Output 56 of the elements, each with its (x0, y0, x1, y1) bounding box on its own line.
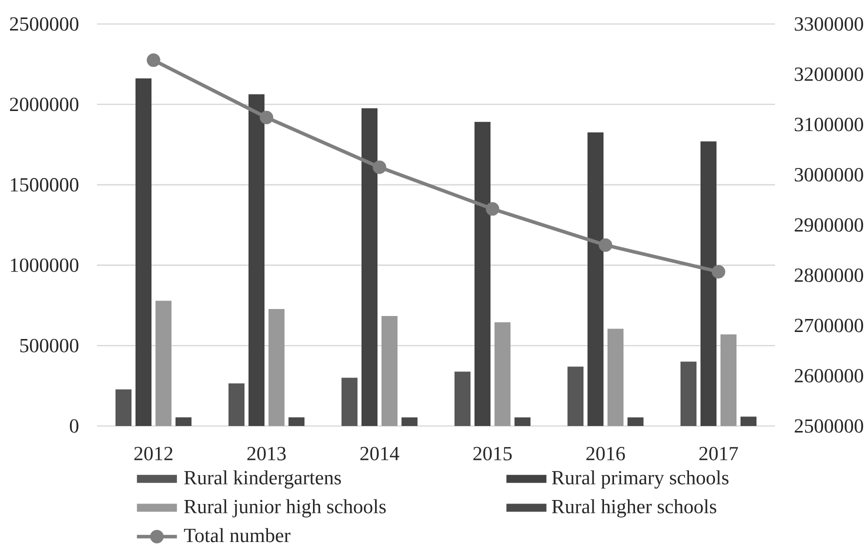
x-tick-label: 2017 (699, 446, 738, 460)
bar (474, 122, 491, 426)
bar (248, 94, 264, 426)
bar (268, 308, 284, 426)
bar (342, 378, 358, 426)
point (486, 202, 500, 216)
y-tick-label: 1000000 (10, 258, 78, 272)
bar (588, 132, 604, 426)
legend-label: Rural higher schools (552, 499, 716, 518)
bar (494, 322, 511, 426)
y-tick-label: 2000000 (10, 98, 78, 112)
bar (228, 383, 244, 426)
bar (116, 389, 132, 426)
bar (700, 141, 717, 426)
y2-tick-label: 3200000 (794, 68, 864, 82)
y2-tick-label: 3100000 (794, 118, 864, 132)
bar (288, 417, 304, 426)
point (372, 160, 386, 174)
y2-tick-label: 2900000 (794, 218, 864, 232)
y-tick-label: 1500000 (10, 178, 78, 192)
legend-label: Rural kindergartens (184, 470, 341, 489)
bar (720, 334, 737, 426)
y-tick-label: 2500000 (10, 17, 78, 31)
x-tick-label: 2014 (360, 446, 400, 460)
bar (608, 328, 624, 426)
bar (680, 362, 697, 426)
bar (628, 417, 644, 426)
bar (402, 417, 418, 426)
point (146, 53, 160, 67)
bar (382, 316, 398, 426)
bar (362, 108, 378, 426)
bar (176, 417, 192, 426)
y2-tick-label: 3300000 (794, 17, 864, 31)
point (712, 264, 726, 278)
bar (740, 416, 757, 426)
legend-label: Rural primary schools (552, 470, 728, 489)
point (260, 110, 274, 124)
y2-tick-label: 2800000 (794, 268, 864, 282)
y2-tick-label: 2700000 (794, 318, 864, 332)
bar (514, 417, 531, 426)
x-tick-label: 2015 (473, 446, 512, 460)
legend-label: Rural junior high schools (184, 499, 386, 518)
bar (454, 372, 471, 426)
bar (156, 300, 172, 426)
y-tick-label: 0 (70, 419, 78, 433)
bar (136, 78, 152, 426)
y2-tick-label: 3000000 (794, 168, 864, 182)
x-tick-label: 2013 (247, 446, 286, 460)
y2-tick-label: 2600000 (794, 369, 864, 383)
point (598, 238, 612, 252)
x-tick-label: 2016 (586, 446, 625, 460)
bar (568, 366, 584, 426)
y-tick-label: 500000 (20, 338, 78, 352)
x-tick-label: 2012 (134, 446, 172, 460)
legend-label: Total number (184, 528, 290, 542)
y2-tick-label: 2500000 (794, 419, 864, 433)
